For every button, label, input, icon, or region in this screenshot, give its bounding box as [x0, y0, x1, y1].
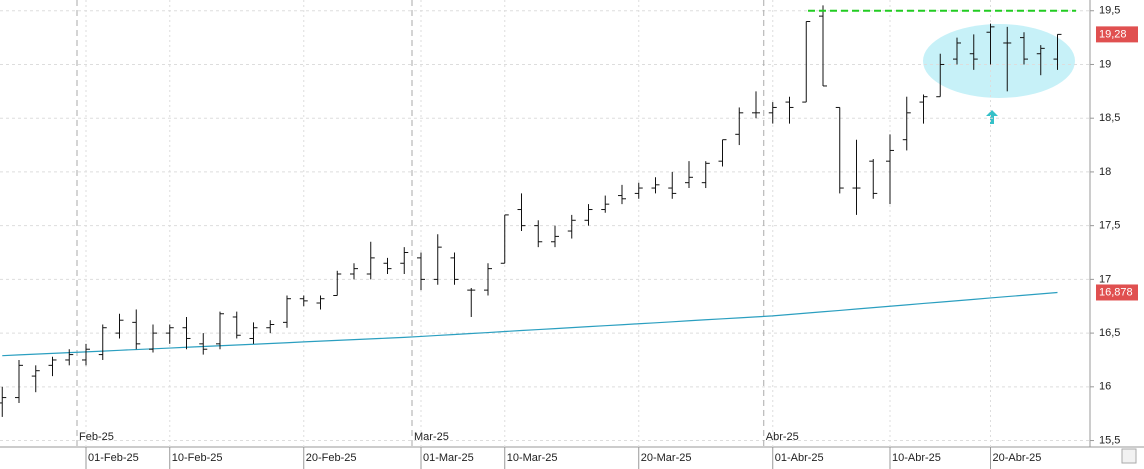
moving-average-label-box	[1096, 284, 1138, 301]
y-tick-label: 19	[1099, 58, 1111, 70]
month-label: Abr-25	[766, 431, 799, 443]
highlight-ellipse	[923, 24, 1075, 98]
x-tick-label: 10-Feb-25	[172, 452, 223, 464]
y-tick-label: 19,5	[1099, 5, 1120, 17]
x-tick-label: 01-Abr-25	[775, 452, 824, 464]
x-tick-label: 20-Abr-25	[993, 452, 1042, 464]
x-tick-label: 20-Mar-25	[641, 452, 692, 464]
x-tick-label: 10-Abr-25	[892, 452, 941, 464]
last-price-label-box	[1096, 26, 1138, 43]
x-tick-label: 20-Feb-25	[306, 452, 357, 464]
x-tick-label: 10-Mar-25	[507, 452, 558, 464]
x-tick-label: 01-Feb-25	[88, 452, 139, 464]
month-label: Feb-25	[79, 431, 114, 443]
corner-button[interactable]	[1121, 448, 1137, 464]
arrow-icon	[986, 110, 998, 124]
y-tick-label: 17	[1099, 273, 1111, 285]
y-tick-label: 16	[1099, 381, 1111, 393]
moving-average-line	[2, 291, 1058, 357]
y-tick-label: 15,5	[1099, 434, 1120, 446]
x-tick-label: 01-Mar-25	[423, 452, 474, 464]
y-tick-label: 18,5	[1099, 112, 1120, 124]
y-tick-label: 18	[1099, 166, 1111, 178]
y-tick-label: 17,5	[1099, 220, 1120, 232]
moving-average-label: 16,878	[1099, 286, 1133, 298]
last-price-label: 19,28	[1099, 28, 1127, 40]
month-label: Mar-25	[414, 431, 449, 443]
y-tick-label: 16,5	[1099, 327, 1120, 339]
